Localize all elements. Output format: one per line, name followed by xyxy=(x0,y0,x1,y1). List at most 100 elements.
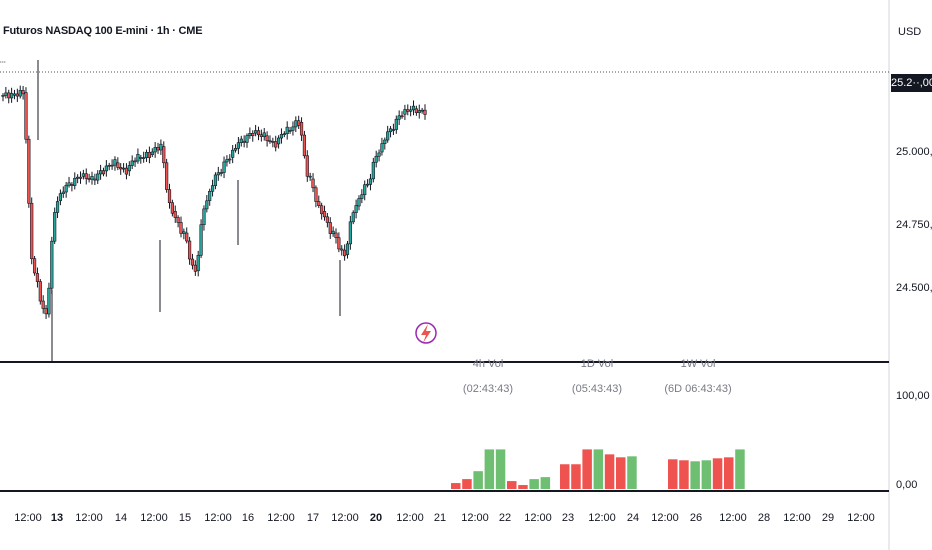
currency-label[interactable]: USD xyxy=(898,26,922,38)
candle[interactable] xyxy=(371,157,375,183)
candle[interactable] xyxy=(322,205,327,221)
candle[interactable] xyxy=(354,199,358,219)
candle[interactable] xyxy=(193,260,197,276)
candle[interactable] xyxy=(388,126,393,138)
candle[interactable] xyxy=(150,148,154,158)
candle[interactable] xyxy=(101,167,106,177)
candle[interactable] xyxy=(61,186,65,198)
candle[interactable] xyxy=(233,144,238,153)
candle[interactable] xyxy=(325,212,329,228)
candle[interactable] xyxy=(7,89,11,104)
candle[interactable] xyxy=(73,172,77,190)
candle[interactable] xyxy=(343,244,347,261)
volume-bar[interactable] xyxy=(593,449,604,489)
candle[interactable] xyxy=(360,189,364,204)
candle[interactable] xyxy=(262,128,266,141)
candle[interactable] xyxy=(107,162,111,171)
candle[interactable] xyxy=(10,87,14,103)
candle[interactable] xyxy=(334,228,338,244)
candle[interactable] xyxy=(165,158,169,193)
volume-bar[interactable] xyxy=(484,449,495,489)
candle[interactable] xyxy=(133,157,137,167)
candle[interactable] xyxy=(348,215,352,250)
candle[interactable] xyxy=(231,145,235,164)
candle[interactable] xyxy=(190,253,195,270)
volume-bar[interactable] xyxy=(462,479,472,489)
candle[interactable] xyxy=(27,135,31,208)
candle[interactable] xyxy=(236,137,241,155)
candle[interactable] xyxy=(423,104,427,120)
candle[interactable] xyxy=(357,195,361,211)
candle[interactable] xyxy=(386,125,390,143)
candle[interactable] xyxy=(420,107,424,114)
candle[interactable] xyxy=(216,166,220,181)
candle[interactable] xyxy=(18,85,22,99)
candle[interactable] xyxy=(104,160,108,177)
candle[interactable] xyxy=(331,226,335,237)
candle[interactable] xyxy=(268,135,272,144)
volume-bar[interactable] xyxy=(507,481,517,489)
candle[interactable] xyxy=(30,197,34,265)
volume-bar[interactable] xyxy=(701,460,712,489)
candle[interactable] xyxy=(170,199,174,217)
candle[interactable] xyxy=(368,173,373,191)
candle[interactable] xyxy=(53,207,57,244)
candle[interactable] xyxy=(248,127,252,139)
candle[interactable] xyxy=(1,93,5,102)
candle[interactable] xyxy=(210,179,215,197)
volume-bar[interactable] xyxy=(724,457,734,489)
candle[interactable] xyxy=(294,116,298,133)
candle[interactable] xyxy=(297,115,301,129)
candle[interactable] xyxy=(110,159,114,170)
candle[interactable] xyxy=(254,124,258,137)
candle[interactable] xyxy=(136,148,140,164)
candle[interactable] xyxy=(84,168,88,185)
volume-bar[interactable] xyxy=(571,464,581,489)
volume-bar[interactable] xyxy=(560,464,570,489)
candle[interactable] xyxy=(55,196,60,219)
candle[interactable] xyxy=(320,202,324,220)
candle[interactable] xyxy=(302,130,307,159)
candle[interactable] xyxy=(139,154,143,164)
candle[interactable] xyxy=(222,156,226,179)
volume-bar[interactable] xyxy=(690,461,700,489)
volume-bar[interactable] xyxy=(540,477,551,489)
candle[interactable] xyxy=(78,171,83,184)
candle[interactable] xyxy=(199,219,203,259)
candle[interactable] xyxy=(271,137,275,148)
volume-bar[interactable] xyxy=(627,456,637,489)
candle[interactable] xyxy=(282,131,286,138)
candle[interactable] xyxy=(317,195,321,209)
volume-bar[interactable] xyxy=(604,454,615,489)
candle[interactable] xyxy=(274,135,278,152)
candle[interactable] xyxy=(38,279,42,305)
candle[interactable] xyxy=(285,121,289,140)
candle[interactable] xyxy=(182,228,186,240)
candle[interactable] xyxy=(299,117,304,142)
candle[interactable] xyxy=(167,183,172,209)
candle[interactable] xyxy=(328,217,332,239)
candle[interactable] xyxy=(116,157,120,171)
candle[interactable] xyxy=(351,210,355,225)
volume-bar[interactable] xyxy=(582,449,592,489)
candle[interactable] xyxy=(288,126,292,134)
candle[interactable] xyxy=(24,87,28,144)
candle[interactable] xyxy=(377,149,381,162)
volume-bar[interactable] xyxy=(679,460,689,489)
candle[interactable] xyxy=(202,205,206,231)
volume-bar[interactable] xyxy=(473,471,483,489)
candle[interactable] xyxy=(99,164,103,180)
candle[interactable] xyxy=(219,168,223,177)
candle[interactable] xyxy=(44,304,48,319)
candle[interactable] xyxy=(81,169,85,180)
candle[interactable] xyxy=(225,155,229,167)
candle[interactable] xyxy=(67,176,71,188)
candle[interactable] xyxy=(208,188,212,206)
candle[interactable] xyxy=(394,115,398,134)
candle[interactable] xyxy=(76,174,80,184)
candle[interactable] xyxy=(337,232,341,253)
candle[interactable] xyxy=(308,172,312,181)
candle[interactable] xyxy=(32,255,37,276)
volume-bar[interactable] xyxy=(616,457,626,489)
candle[interactable] xyxy=(127,161,131,177)
